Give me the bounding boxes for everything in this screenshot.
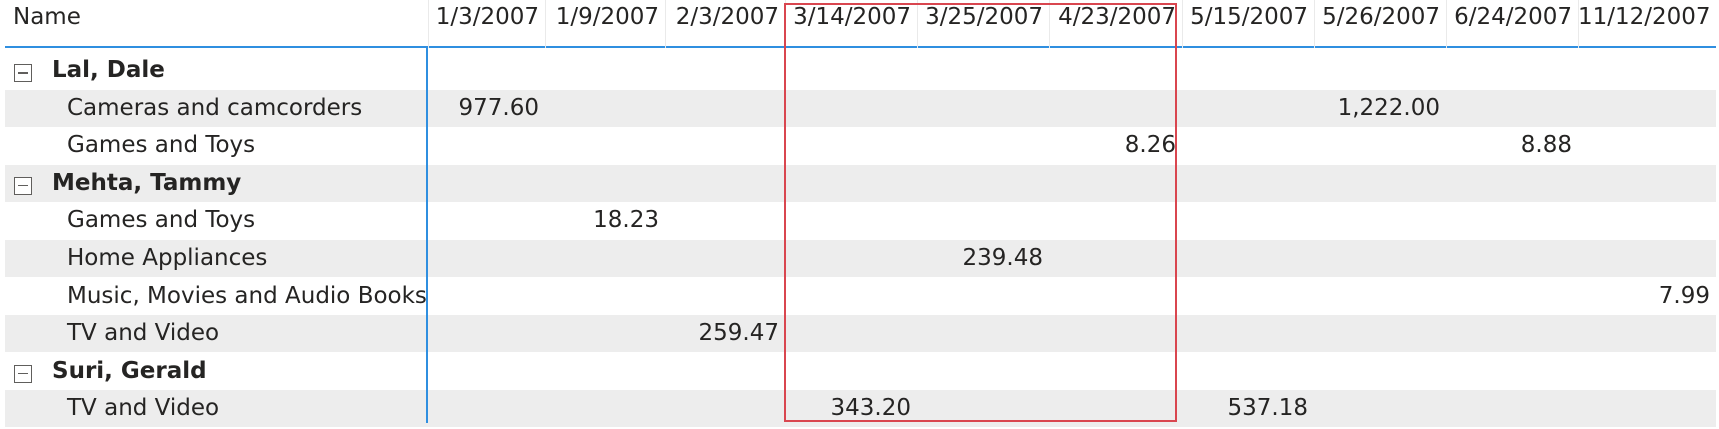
- column-header-date[interactable]: 6/24/2007: [1446, 0, 1578, 48]
- group-row: Suri, Gerald: [5, 353, 1716, 390]
- collapse-icon[interactable]: [14, 364, 32, 383]
- column-header-name[interactable]: Name: [13, 4, 81, 30]
- column-header-date[interactable]: 1/9/2007: [545, 0, 665, 48]
- group-row: Lal, Dale: [5, 52, 1716, 89]
- value-cell[interactable]: 343.20: [830, 395, 911, 422]
- value-cell[interactable]: 18.23: [593, 207, 659, 234]
- row-label: Cameras and camcorders: [67, 94, 363, 121]
- row-label: Music, Movies and Audio Books: [67, 282, 427, 309]
- value-cell[interactable]: 239.48: [962, 245, 1043, 271]
- column-header-date[interactable]: 5/26/2007: [1314, 0, 1446, 48]
- row-label: Games and Toys: [67, 207, 256, 234]
- collapse-icon[interactable]: [14, 176, 32, 195]
- group-label: Lal, Dale: [52, 57, 165, 83]
- column-header-date[interactable]: 3/25/2007: [917, 0, 1049, 48]
- column-header-date[interactable]: 11/12/2007: [1578, 0, 1716, 48]
- value-cell[interactable]: 977.60: [458, 94, 539, 121]
- column-header-date[interactable]: 5/15/2007: [1182, 0, 1314, 48]
- row-label: TV and Video: [67, 320, 220, 347]
- table-row: TV and Video 343.20 537.18: [5, 390, 1716, 428]
- table-row: TV and Video 259.47: [5, 315, 1716, 353]
- table-row: Games and Toys 18.23: [5, 202, 1716, 239]
- group-label: Mehta, Tammy: [52, 169, 242, 196]
- table-row: Music, Movies and Audio Books 7.99: [5, 278, 1716, 315]
- column-header-date[interactable]: 3/14/2007: [785, 0, 917, 48]
- row-label: Games and Toys: [67, 132, 256, 159]
- column-header-row: Name 1/3/2007 1/9/2007 2/3/2007 3/14/2007 3/…: [5, 0, 1716, 48]
- group-label: Suri, Gerald: [52, 357, 207, 384]
- column-header-date[interactable]: 1/3/2007: [428, 0, 545, 48]
- table-row: Games and Toys 8.26 8.88: [5, 127, 1716, 164]
- group-row: Mehta, Tammy: [5, 164, 1716, 202]
- row-header-separator: [426, 48, 428, 423]
- value-cell[interactable]: 1,222.00: [1337, 94, 1440, 121]
- table-row: Home Appliances 239.48: [5, 240, 1716, 277]
- value-cell[interactable]: 8.88: [1520, 132, 1572, 159]
- row-label: Home Appliances: [67, 245, 268, 271]
- value-cell[interactable]: 8.26: [1124, 132, 1176, 159]
- row-label: TV and Video: [67, 395, 220, 422]
- value-cell[interactable]: 7.99: [1658, 282, 1710, 309]
- value-cell[interactable]: 259.47: [698, 320, 779, 347]
- column-header-date[interactable]: 4/23/2007: [1049, 0, 1182, 48]
- table-row: Cameras and camcorders 977.60 1,222.00: [5, 89, 1716, 127]
- column-header-date[interactable]: 2/3/2007: [665, 0, 785, 48]
- value-cell[interactable]: 537.18: [1227, 395, 1308, 422]
- collapse-icon[interactable]: [14, 64, 32, 82]
